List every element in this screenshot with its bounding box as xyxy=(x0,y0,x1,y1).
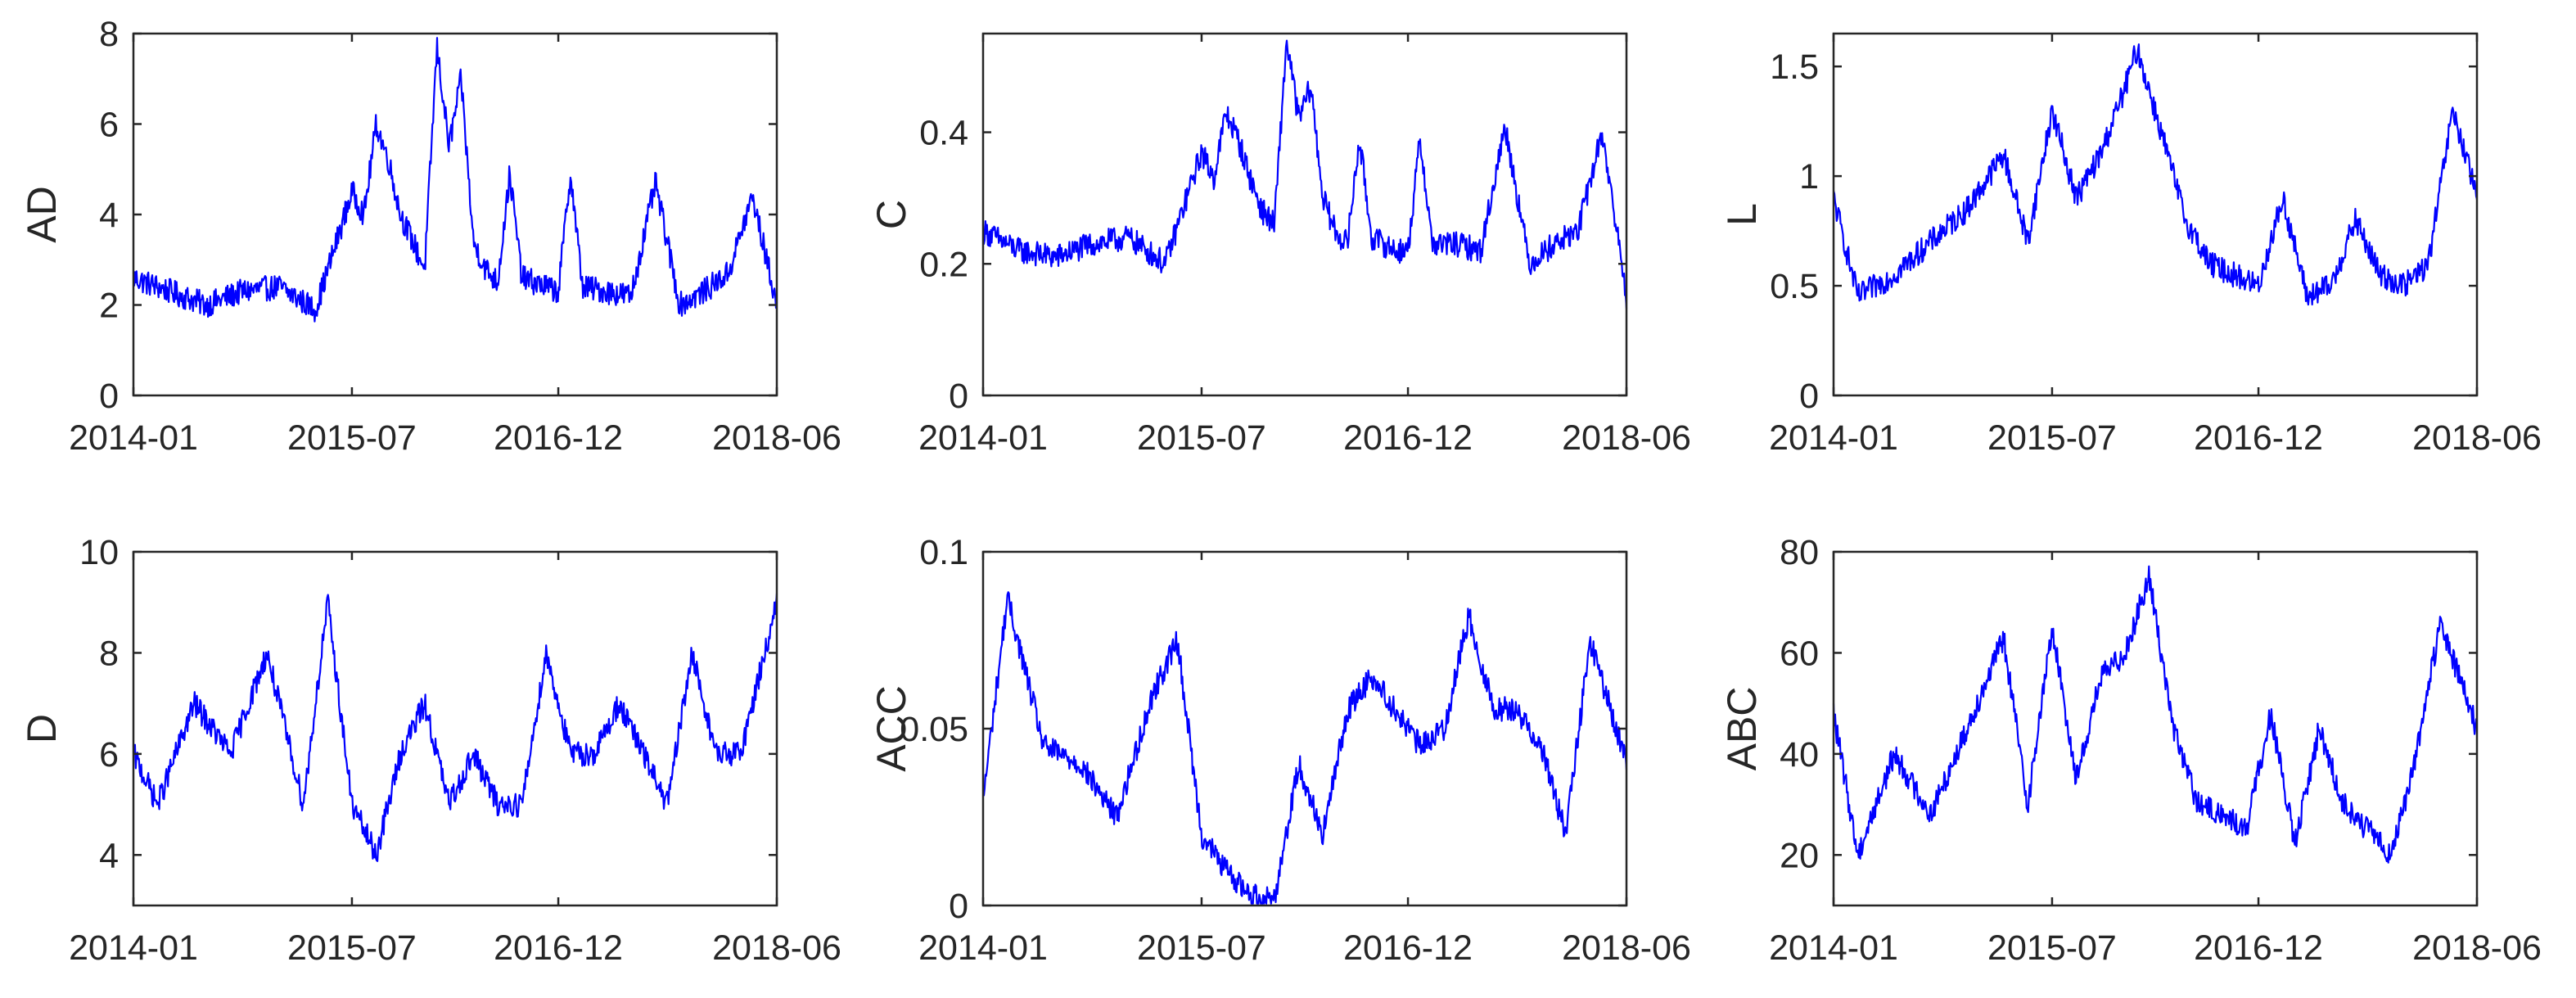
y-tick-label: 0 xyxy=(949,887,968,926)
subplot-ad: 0 2 4 6 8 2014-01 2015-07 2016-12 2018-06 AD xyxy=(19,15,841,458)
x-tick-label: 2014-01 xyxy=(1769,928,1898,968)
y-tick-label: 1 xyxy=(1799,157,1819,196)
y-tick-label: 4 xyxy=(99,836,119,875)
y-tick-label: 0.05 xyxy=(900,710,968,749)
series-line xyxy=(132,37,778,323)
x-tick-label: 2018-06 xyxy=(1562,418,1691,458)
x-tick-label: 2014-01 xyxy=(69,418,198,458)
y-tick-label: 0.2 xyxy=(919,245,968,284)
axes-frame xyxy=(132,32,778,397)
series-line xyxy=(132,593,778,862)
x-tick-label: 2014-01 xyxy=(69,928,198,968)
y-tick-label: 8 xyxy=(99,634,119,673)
y-tick-label: 8 xyxy=(99,15,119,54)
x-tick-label: 2015-07 xyxy=(287,418,417,458)
subplot-c: 0 0.2 0.4 2014-01 2015-07 2016-12 2018-06 C xyxy=(868,32,1691,458)
subplot-l: 0 0.5 1 1.5 2014-01 2015-07 2016-12 2018-06 L xyxy=(1719,32,2542,458)
y-tick-label: 10 xyxy=(79,533,119,572)
axes-frame xyxy=(132,550,778,907)
y-axis-label: C xyxy=(868,200,914,229)
x-tick-label: 2016-12 xyxy=(1343,418,1473,458)
y-axis-label: ABC xyxy=(1719,687,1765,771)
axes-frame xyxy=(981,32,1628,397)
y-tick-label: 0.4 xyxy=(919,114,968,153)
subplot-d: 4 6 8 10 2014-01 2015-07 2016-12 2018-06 D xyxy=(19,533,841,968)
y-axis-label: D xyxy=(19,714,65,743)
y-tick-label: 0.1 xyxy=(919,533,968,572)
x-tick-label: 2014-01 xyxy=(918,418,1048,458)
x-tick-label: 2015-07 xyxy=(287,928,417,968)
series-line xyxy=(981,39,1628,309)
x-tick-label: 2014-01 xyxy=(918,928,1048,968)
x-tick-label: 2018-06 xyxy=(1562,928,1691,968)
axes-frame xyxy=(1832,550,2479,907)
y-tick-label: 40 xyxy=(1780,735,1819,774)
y-tick-label: 6 xyxy=(99,735,119,774)
x-tick-label: 2016-12 xyxy=(2194,928,2323,968)
x-tick-label: 2016-12 xyxy=(1343,928,1473,968)
series-line xyxy=(1832,565,2479,864)
x-tick-label: 2015-07 xyxy=(1987,928,2117,968)
x-tick-label: 2015-07 xyxy=(1137,418,1266,458)
y-tick-label: 0 xyxy=(949,377,968,416)
y-axis-label: ACC xyxy=(868,685,914,772)
y-tick-label: 2 xyxy=(99,287,119,326)
x-tick-label: 2015-07 xyxy=(1137,928,1266,968)
y-tick-label: 0 xyxy=(99,377,119,416)
y-tick-label: 0.5 xyxy=(1770,267,1819,306)
x-tick-label: 2016-12 xyxy=(494,928,623,968)
y-axis-label: L xyxy=(1719,203,1765,226)
axes-frame xyxy=(1832,32,2479,397)
x-tick-label: 2014-01 xyxy=(1769,418,1898,458)
x-tick-label: 2015-07 xyxy=(1987,418,2117,458)
y-tick-label: 60 xyxy=(1780,634,1819,673)
series-line xyxy=(1832,43,2479,306)
series-line xyxy=(981,591,1628,905)
x-tick-label: 2016-12 xyxy=(494,418,623,458)
y-tick-label: 1.5 xyxy=(1770,47,1819,87)
y-tick-label: 0 xyxy=(1799,377,1819,416)
x-tick-label: 2018-06 xyxy=(712,928,841,968)
y-tick-label: 20 xyxy=(1780,836,1819,875)
y-tick-label: 80 xyxy=(1780,533,1819,572)
x-tick-label: 2018-06 xyxy=(2412,928,2542,968)
x-tick-label: 2018-06 xyxy=(2412,418,2542,458)
y-axis-label: AD xyxy=(19,186,65,242)
y-tick-label: 4 xyxy=(99,196,119,235)
x-tick-label: 2016-12 xyxy=(2194,418,2323,458)
y-tick-label: 6 xyxy=(99,106,119,145)
subplot-acc: 0 0.05 0.1 2014-01 2015-07 2016-12 2018-06 ACC xyxy=(868,533,1691,968)
subplot-abc: 20 40 60 80 2014-01 2015-07 2016-12 2018-06 ABC xyxy=(1719,533,2542,968)
x-tick-label: 2018-06 xyxy=(712,418,841,458)
